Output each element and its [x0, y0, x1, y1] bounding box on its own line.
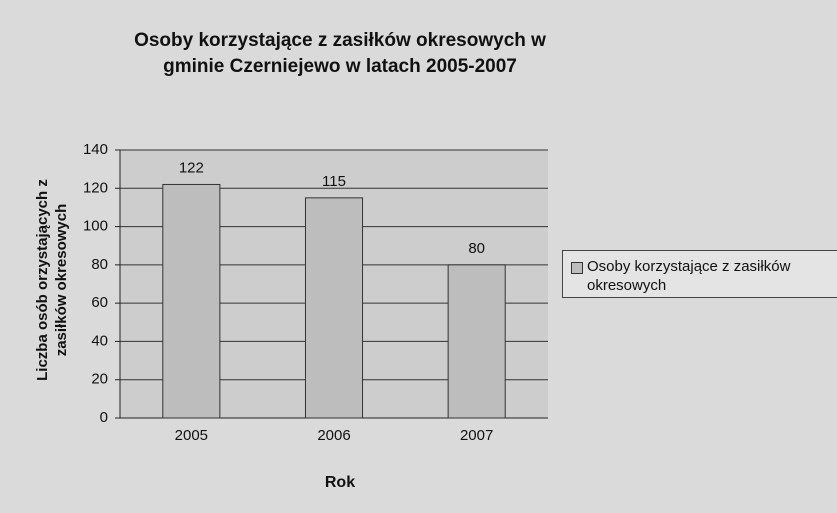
legend-swatch [571, 262, 583, 274]
bar [447, 264, 506, 419]
data-label: 122 [179, 159, 204, 176]
y-tick-label: 120 [83, 179, 108, 196]
x-tick-label: 2006 [317, 427, 350, 444]
legend: Osoby korzystające z zasiłków okresowych [562, 250, 837, 298]
bar [304, 197, 364, 419]
y-tick-label: 40 [91, 332, 108, 349]
y-tick-label: 140 [83, 141, 108, 158]
y-tick-label: 20 [91, 371, 108, 388]
data-label: 115 [322, 173, 346, 190]
x-tick-label: 2007 [460, 427, 493, 444]
y-tick-label: 100 [83, 218, 108, 235]
x-axis-label: Rok [324, 474, 356, 491]
legend-label: Osoby korzystające z zasiłków okresowych [587, 258, 791, 294]
chart-title: Osoby korzystające z zasiłków okresowych… [134, 30, 546, 77]
y-tick-label: 80 [91, 256, 108, 273]
y-tick-label: 60 [91, 294, 108, 311]
x-tick-label: 2005 [175, 427, 208, 444]
y-tick-label: 0 [100, 409, 108, 426]
y-axis-label: Liczba osób orzystających z zasiłków okr… [34, 179, 70, 381]
data-label: 80 [468, 240, 485, 257]
bar [162, 183, 221, 419]
